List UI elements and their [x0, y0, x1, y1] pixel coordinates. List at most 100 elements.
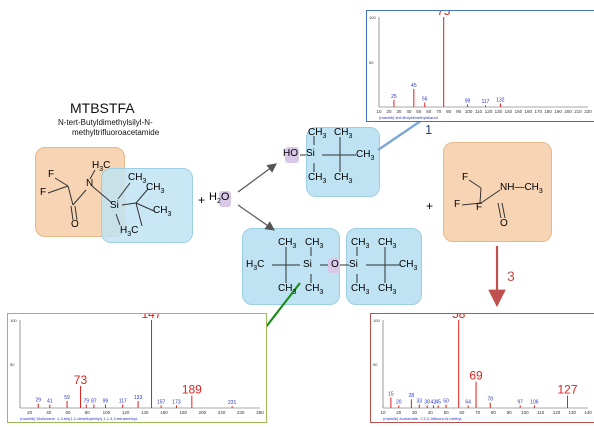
methyl-h3c: H3C [92, 160, 111, 173]
peak-label: 56 [422, 97, 428, 103]
peak-label: 99 [103, 398, 109, 404]
x-tick-label: 190 [554, 109, 562, 114]
x-tick-label: 60 [459, 410, 465, 415]
methyl-ch3: CH3 [378, 237, 397, 250]
atom-si: Si [110, 200, 119, 211]
mass-spectrum-disiloxane: 100 50 20 40 60 80 100 120 140 160 180 200 220 240 260… [7, 307, 267, 423]
x-tick-label: 170 [534, 109, 542, 114]
x-tick-label: 160 [525, 109, 533, 114]
peak-label: 79 [83, 398, 89, 404]
silanol-highlight-box [306, 127, 380, 197]
peak-label: 231 [228, 400, 237, 406]
peak-label: 58 [452, 314, 466, 321]
reagent-full-name-line2: methyltrifluoroacetamide [72, 128, 160, 137]
methyl-ch3: CH3 [334, 172, 353, 185]
x-tick-label: 210 [574, 109, 582, 114]
peak-label: 45 [411, 83, 417, 89]
peak-label: 127 [557, 383, 577, 397]
x-tick-label: 10 [376, 109, 382, 114]
y-tick-label: 100 [373, 318, 380, 323]
x-tick-label: 40 [46, 410, 52, 415]
y-tick-label: 100 [369, 15, 376, 20]
peak-label: 45 [435, 399, 441, 405]
peak-label: 25 [391, 94, 397, 100]
x-tick-label: 140 [141, 410, 149, 415]
x-tick-label: 160 [160, 410, 168, 415]
x-tick-label: 40 [406, 109, 412, 114]
methyl-ch3: CH3 [153, 205, 172, 218]
peak-label: 132 [496, 97, 505, 103]
x-tick-label: 90 [507, 410, 513, 415]
peak-label: 42 [431, 399, 437, 405]
x-tick-label: 80 [85, 410, 91, 415]
spectrum-caption: (mainlib) Disiloxane, 1,3-bis(1,1-dimeth… [20, 416, 139, 421]
mass-spectrum-methylacetamide: 100 50 10 20 30 40 50 60 70 80 90 100 110 120 130 140 (m… [370, 307, 594, 423]
peak-label: 33 [416, 398, 422, 404]
x-tick-label: 80 [446, 109, 452, 114]
x-tick-label: 200 [564, 109, 572, 114]
x-tick-label: 260 [256, 410, 264, 415]
methyl-ch3: CH3 [305, 237, 324, 250]
x-tick-label: 80 [491, 410, 497, 415]
spectrum-caption: (mainlib) Acetamide, 2,2,2-trifluoro-N-m… [383, 416, 463, 421]
amide-nh: NH—CH3 [500, 182, 543, 195]
x-tick-label: 140 [584, 410, 592, 415]
methyl-ch3: CH3 [305, 283, 324, 296]
x-tick-label: 50 [444, 410, 450, 415]
atom-f: F [48, 169, 55, 180]
y-tick-label: 50 [373, 362, 378, 367]
methyl-ch3: CH3 [356, 149, 375, 162]
x-tick-label: 70 [436, 109, 442, 114]
x-tick-label: 100 [521, 410, 529, 415]
reagent-name: MTBSTFA [70, 100, 135, 116]
methyl-h3c: H3C [120, 225, 139, 238]
atom-ho: HO [283, 148, 298, 159]
silanol-oxygen-highlight [285, 147, 299, 163]
x-tick-label: 130 [568, 410, 576, 415]
x-tick-label: 120 [122, 410, 130, 415]
peak-label: 29 [35, 398, 41, 404]
x-tick-label: 120 [553, 410, 561, 415]
methyl-ch3: CH3 [308, 172, 327, 185]
x-tick-label: 110 [475, 109, 483, 114]
x-tick-label: 20 [396, 410, 402, 415]
x-tick-label: 20 [386, 109, 392, 114]
atom-f: F [476, 202, 483, 213]
peak-label: 133 [134, 395, 143, 401]
x-tick-label: 240 [237, 410, 245, 415]
atom-si: Si [306, 148, 315, 159]
x-tick-label: 30 [412, 410, 418, 415]
peak-label: 147 [142, 314, 162, 321]
x-tick-label: 30 [396, 109, 402, 114]
disiloxane-right-highlight-box [346, 228, 422, 305]
x-tick-label: 180 [544, 109, 552, 114]
atom-f: F [462, 172, 469, 183]
silyl-highlight-box [101, 168, 193, 243]
methyl-ch3: CH3 [378, 283, 397, 296]
methyl-ch3: CH3 [351, 283, 370, 296]
peak-label: 59 [64, 395, 70, 401]
water: H2O [209, 191, 230, 206]
atom-si: Si [303, 259, 312, 270]
x-tick-label: 50 [416, 109, 422, 114]
x-tick-label: 220 [584, 109, 592, 114]
peak-label: 15 [388, 391, 394, 397]
x-tick-label: 150 [515, 109, 523, 114]
peak-label: 87 [91, 398, 97, 404]
peak-label: 117 [481, 99, 489, 105]
y-tick-label: 50 [10, 362, 15, 367]
x-tick-label: 120 [485, 109, 493, 114]
methyl-ch3: CH3 [351, 237, 370, 250]
atom-o: O [500, 218, 508, 229]
peak-label: 41 [47, 398, 53, 404]
x-tick-label: 10 [380, 410, 386, 415]
peak-label: 69 [469, 369, 483, 383]
atom-f: F [40, 187, 47, 198]
peak-label: 75 [437, 11, 451, 18]
methyl-ch3: CH3 [146, 182, 165, 195]
x-tick-label: 20 [27, 410, 33, 415]
peak-label: 20 [396, 399, 402, 405]
methyl-h3c: H3C [246, 259, 265, 272]
step-3-label: 3 [507, 268, 515, 284]
peak-label: 117 [119, 398, 127, 404]
